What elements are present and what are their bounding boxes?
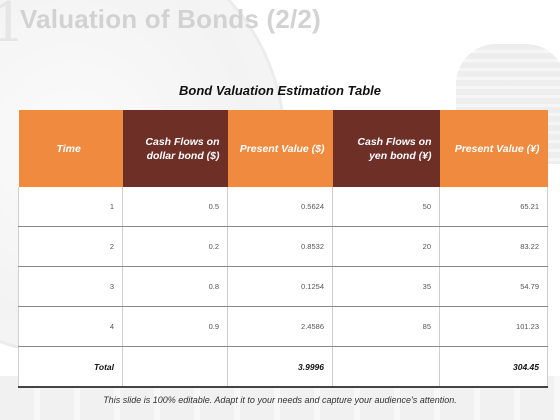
cell-present-value-dollar: 0.8532 [227, 226, 333, 267]
cell-cash-flow-yen: 50 [332, 187, 440, 227]
cell-cash-flow-yen: 35 [332, 266, 440, 307]
cell-time: 3 [18, 266, 123, 307]
cell-cash-flow-dollar: 0.2 [122, 226, 228, 267]
table-title: Bond Valuation Estimation Table [179, 83, 381, 98]
header-present-value-dollar: Present Value ($) [227, 110, 333, 187]
cell-time: 4 [18, 306, 123, 347]
total-present-value-yen: 304.45 [439, 346, 548, 388]
total-present-value-dollar: 3.9996 [227, 346, 333, 388]
cell-present-value-dollar: 0.5624 [227, 187, 333, 227]
cell-present-value-yen: 83.22 [439, 226, 548, 267]
header-cash-flows-yen: Cash Flows on yen bond (¥) [332, 110, 440, 187]
slide-title: Valuation of Bonds (2/2) [20, 4, 321, 34]
total-label: Total [18, 346, 123, 388]
total-cash-flow-yen [332, 346, 440, 388]
bond-valuation-table: Time Cash Flows on dollar bond ($) Prese… [18, 110, 548, 388]
cell-present-value-dollar: 0.1254 [227, 266, 333, 307]
header-time: Time [18, 110, 123, 187]
cell-cash-flow-dollar: 0.9 [122, 306, 228, 347]
cell-present-value-dollar: 2.4586 [227, 306, 333, 347]
cell-time: 1 [18, 187, 123, 227]
cell-time: 2 [18, 226, 123, 267]
footer-note: This slide is 100% editable. Adapt it to… [103, 395, 457, 405]
table-row: 4 0.9 2.4586 85 101.23 [18, 306, 548, 347]
total-cash-flow-dollar [122, 346, 228, 388]
table-row: 3 0.8 0.1254 35 54.79 [18, 266, 548, 307]
cell-present-value-yen: 54.79 [439, 266, 548, 307]
cell-cash-flow-dollar: 0.5 [122, 187, 228, 227]
header-cash-flows-dollar: Cash Flows on dollar bond ($) [122, 110, 228, 187]
table-total-row: Total 3.9996 304.45 [18, 346, 548, 388]
clock-numeral-1: 1 [0, 0, 26, 54]
header-present-value-yen: Present Value (¥) [439, 110, 548, 187]
table-header-row: Time Cash Flows on dollar bond ($) Prese… [18, 110, 548, 187]
table-row: 1 0.5 0.5624 50 65.21 [18, 187, 548, 227]
cell-cash-flow-yen: 85 [332, 306, 440, 347]
table-row: 2 0.2 0.8532 20 83.22 [18, 226, 548, 267]
cell-present-value-yen: 65.21 [439, 187, 548, 227]
cell-cash-flow-dollar: 0.8 [122, 266, 228, 307]
cell-present-value-yen: 101.23 [439, 306, 548, 347]
cell-cash-flow-yen: 20 [332, 226, 440, 267]
